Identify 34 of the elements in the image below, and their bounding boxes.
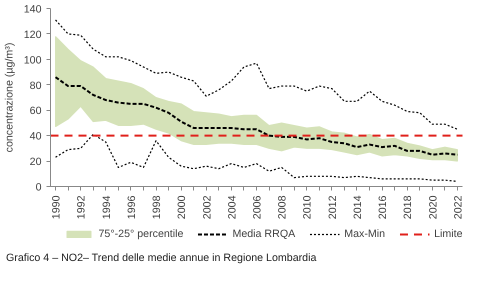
x-tick-label: 2008 [276,195,289,220]
legend-label: Limite [434,228,463,240]
x-tick-label: 1992 [76,195,88,220]
legend-label: 75°-25° percentile [98,228,184,240]
x-tick-label: 2016 [377,195,390,220]
legend-label: Max-Min [344,228,386,240]
y-tick-label: 120 [24,28,42,41]
text: Grafico 4 – NO2– Trend delle medie annue in Regione Lombardia [6,251,316,266]
x-tick-label: 1998 [151,195,164,220]
x-tick-label: 2006 [252,195,264,220]
x-tick-label: 2018 [402,195,414,220]
x-tick-label: 1994 [100,195,113,220]
x-tick-label: 2014 [352,195,364,220]
x-tick-label: 1990 [50,195,63,220]
x-tick-label: 2022 [452,195,464,220]
y-tick-label: 80 [30,80,42,92]
x-tick-label: 2012 [326,195,339,220]
x-tick-label: 2010 [302,195,314,220]
y-tick-label: 20 [30,156,42,168]
y-tick-label: 140 [24,4,42,16]
x-tick-label: 2004 [226,195,238,220]
y-tick-label: 40 [30,130,42,143]
legend-label: Media RRQA [232,228,296,240]
x-tick-label: 2000 [176,195,188,220]
x-tick-label: 2020 [427,195,440,220]
y-axis-title: concentrazione (µg/m³) [4,42,16,152]
line-series [54,19,458,130]
line-series [54,76,458,156]
y-tick-label: 60 [30,105,42,118]
line-series [54,134,458,182]
y-tick-label: 100 [24,54,42,66]
x-tick-label: 2002 [201,195,214,220]
y-tick-label: 0 [36,182,42,194]
x-tick-label: 1996 [126,195,138,220]
